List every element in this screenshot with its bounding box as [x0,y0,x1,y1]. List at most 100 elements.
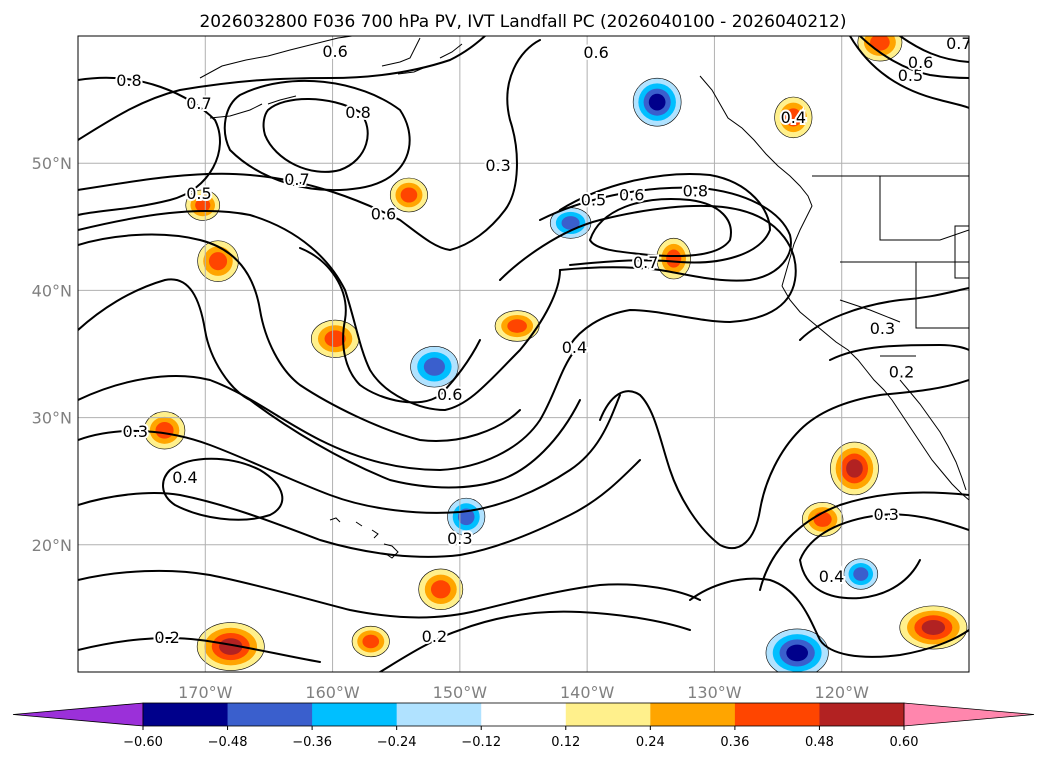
contour-label: 0.7 [633,253,658,272]
contour-label: 0.3 [874,505,899,524]
contour-label: 0.7 [284,170,309,189]
pv-contours [78,36,969,672]
contour-line [78,349,576,471]
contour-label: 0.2 [889,362,914,381]
pc-fill-level [208,252,228,271]
x-tick-labels: 170°W 160°W 150°W 140°W 130°W 120°W [178,683,869,702]
map-frame [77,35,970,673]
pc-region-positive [389,177,428,213]
pc-region-negative [549,207,592,239]
pc-region-positive [418,568,464,611]
colorbar-extend-low [12,702,144,727]
contour-line [799,513,969,600]
pc-region-negative [765,628,829,672]
contour-label: 0.4 [819,567,844,586]
contour-label: 0.8 [683,182,708,201]
contour-label: 0.3 [870,319,895,338]
contour-line [262,98,369,173]
contour-label: 0.6 [371,205,396,224]
pc-fill-level [362,634,380,649]
colorbar-tick-label: 0.36 [720,735,749,750]
contour-line [78,278,581,489]
contour-label: 0.5 [898,66,923,85]
contour-label: 0.4 [172,468,197,487]
contour-line [539,186,792,282]
colorbar-frame [142,702,905,727]
pc-region-positive [830,441,879,496]
pc-fill-level [219,638,243,655]
contour-line [78,39,541,251]
pc-fill-level [400,187,418,203]
pc-region-positive [899,605,968,650]
pc-fill-level [423,357,445,376]
x-tick-label: 160°W [305,683,360,702]
contour-line [589,198,732,258]
contour-line [78,394,621,514]
pc-fill-level [666,249,682,268]
contour-line [599,379,969,550]
x-tick-label: 140°W [560,683,615,702]
contour-line [849,36,969,109]
pc-region-positive [196,622,265,671]
contour-line [829,344,969,361]
pc-fill-level [846,459,863,478]
pc-region-positive [774,96,813,139]
pc-fill-level [155,422,174,439]
colorbar-tick-label: −0.60 [123,735,163,750]
chart-title: 2026032800 F036 700 hPa PV, IVT Landfall… [199,12,846,32]
contour-line [78,233,521,442]
state-borders [812,175,969,357]
contour-label: 0.7 [186,94,211,113]
coastline-hawaii [329,517,399,559]
contour-line [689,577,969,658]
contour-label: 0.2 [422,627,447,646]
colorbar-segment [734,703,820,726]
coastlines [199,36,969,559]
contour-label: 0.2 [154,628,179,647]
x-tick-label: 150°W [433,683,488,702]
y-tick-label: 40°N [32,281,72,300]
pc-fill-level [853,567,869,581]
contour-label: 0.5 [186,184,211,203]
pc-region-negative [843,558,879,590]
contour-line [78,459,641,558]
colorbar: −0.60 −0.48 −0.36 −0.24 −0.12 0.12 0.24 0.36 0.4… [12,702,1035,750]
contour-line [162,457,284,521]
contour-label: 0.3 [485,156,510,175]
pc-region-negative [410,346,459,388]
pc-region-positive [311,319,360,358]
contour-label: 0.6 [437,385,462,404]
pc-fill-level [813,511,832,527]
pc-region-positive [351,625,390,658]
y-tick-labels: 20°N 30°N 40°N 50°N [32,154,72,555]
map-area: 0.80.70.60.80.70.50.60.30.60.5 0.6 0.80.70… [78,36,969,672]
colorbar-extend-high [903,702,1035,727]
coastline-baja [899,379,967,491]
pc-region-positive [143,411,186,450]
contour-line [559,173,771,266]
contour-label: 0.6 [908,53,933,72]
colorbar-segment [481,703,567,726]
colorbar-segment [312,703,398,726]
colorbar-tick-label: 0.60 [890,735,919,750]
pc-region-positive [494,310,540,342]
contour-labels: 0.80.70.60.80.70.50.60.30.60.5 0.6 0.80.70… [114,36,969,649]
x-tick-label: 120°W [815,683,870,702]
colorbar-tick-label: −0.48 [208,735,248,750]
pc-fill-level [324,330,346,348]
contour-line [223,79,411,192]
colorbar-tick-label: −0.24 [377,735,417,750]
pc-fill-level [561,216,580,230]
contour-line [759,491,969,591]
coastline-us-west [781,285,969,501]
colorbar-segment [396,703,482,726]
colorbar-segment [143,703,229,726]
y-tick-label: 30°N [32,409,72,428]
contour-label: 0.3 [123,422,148,441]
colorbar-segment [650,703,736,726]
pc-region-positive [857,36,903,62]
contour-line [78,36,486,141]
x-tick-label: 170°W [178,683,233,702]
contour-line [78,610,691,672]
contour-label: 0.6 [583,43,608,62]
